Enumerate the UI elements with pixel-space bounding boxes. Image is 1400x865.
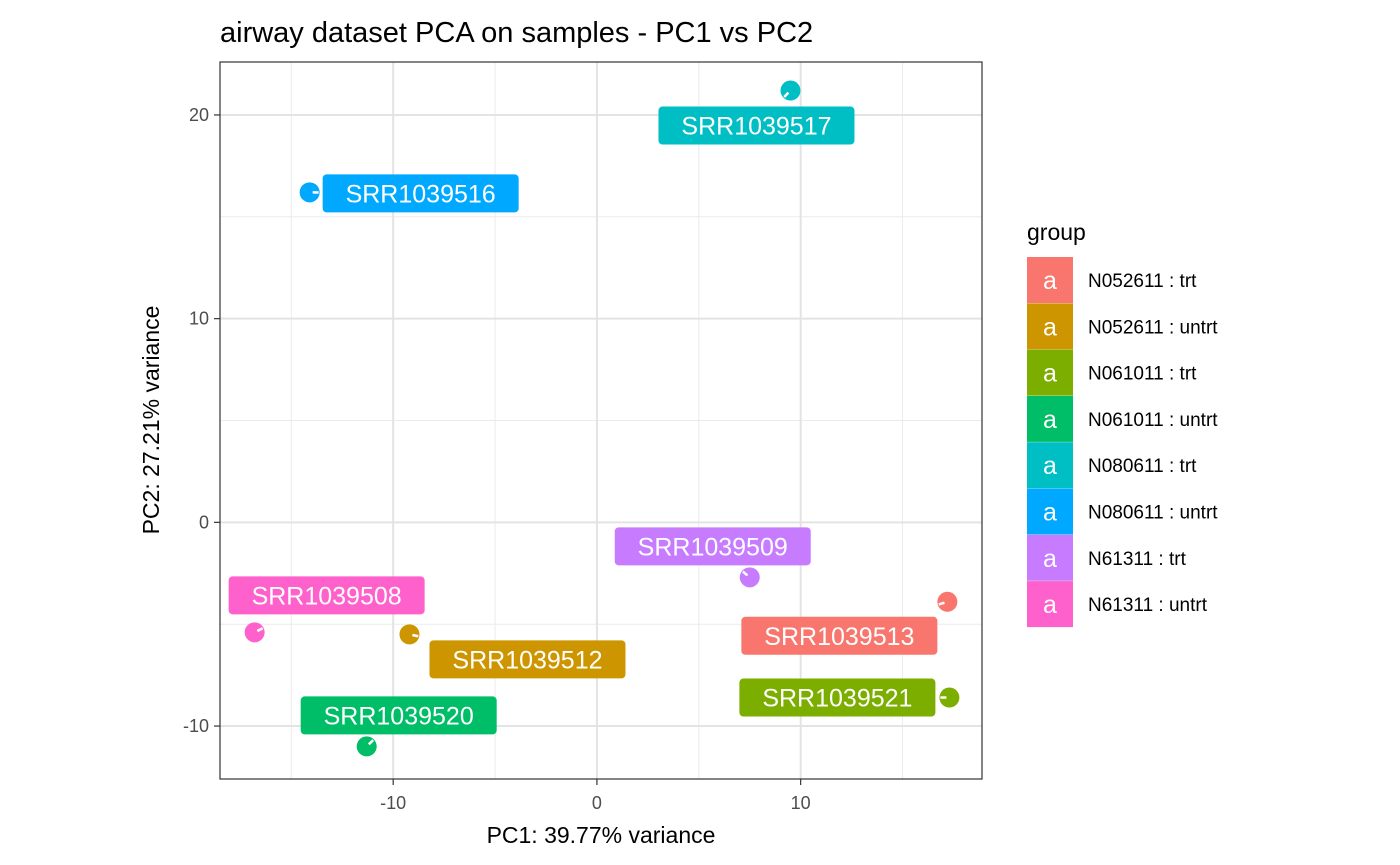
data-point-srr1039513: SRR1039513 — [741, 591, 958, 655]
legend-item: a N080611 : untrt — [1027, 488, 1218, 535]
legend-title: group — [1027, 219, 1086, 245]
legend-label: N61311 : trt — [1088, 549, 1187, 570]
legend-label: N080611 : untrt — [1088, 503, 1218, 524]
point-label-box — [614, 527, 811, 566]
legend-item: a N61311 : trt — [1027, 534, 1187, 581]
data-point-srr1039509: SRR1039509 — [614, 527, 811, 588]
legend-label: N61311 : untrt — [1088, 595, 1208, 616]
label-connector — [412, 633, 419, 638]
legend-key — [1027, 349, 1073, 396]
legend-key-glyph: a — [1043, 313, 1057, 341]
legend-item: a N052611 : untrt — [1027, 303, 1218, 350]
y-tick-label: 20 — [189, 105, 209, 125]
x-tick-label: 0 — [592, 793, 602, 813]
point-label: SRR1039520 — [324, 702, 474, 730]
point-label: SRR1039521 — [762, 685, 912, 713]
legend-key — [1027, 442, 1073, 489]
legend-key — [1027, 395, 1073, 442]
legend-items: a N052611 : trt a N052611 : untrt a N061011 :… — [1027, 257, 1218, 628]
x-axis: -10 0 10 — [380, 779, 811, 813]
plot-panel-border — [219, 61, 983, 780]
legend-key-glyph: a — [1043, 360, 1057, 388]
point-label-box — [739, 678, 936, 717]
legend-key-glyph: a — [1043, 591, 1057, 619]
data-point-srr1039520: SRR1039520 — [300, 696, 497, 757]
y-tick-label: 0 — [199, 512, 209, 532]
x-tick-label: 10 — [791, 793, 811, 813]
y-tick-label: 10 — [189, 309, 209, 329]
point-label: SRR1039517 — [681, 113, 831, 141]
legend-key-glyph: a — [1043, 406, 1057, 434]
point-label-box — [228, 576, 425, 615]
point-label: SRR1039512 — [452, 646, 602, 674]
point-marker — [739, 567, 760, 588]
legend-label: N052611 : untrt — [1088, 317, 1218, 338]
legend-key — [1027, 581, 1073, 628]
legend-key — [1027, 534, 1073, 581]
legend-key-glyph: a — [1043, 499, 1057, 527]
data-points: SRR1039508 SRR1039509 SRR1039512 SRR1039513… — [228, 80, 960, 757]
legend-item: a N061011 : trt — [1027, 349, 1197, 396]
legend-item: a N061011 : untrt — [1027, 395, 1218, 442]
y-tick-label: -10 — [183, 716, 209, 736]
y-axis: -10 0 10 20 — [183, 105, 220, 736]
point-marker — [244, 622, 265, 643]
x-tick-label: -10 — [380, 793, 406, 813]
point-label: SRR1039509 — [638, 533, 788, 561]
legend: group a N052611 : trt a N052611 : untrt a N06… — [1027, 219, 1218, 628]
legend-key — [1027, 303, 1073, 350]
chart-title: airway dataset PCA on samples - PC1 vs P… — [220, 17, 813, 49]
point-marker — [299, 182, 320, 203]
data-point-srr1039521: SRR1039521 — [739, 678, 960, 717]
data-point-srr1039508: SRR1039508 — [228, 576, 425, 643]
point-label-box — [429, 640, 626, 679]
point-marker — [937, 591, 958, 612]
point-label-box — [300, 696, 497, 735]
data-point-srr1039517: SRR1039517 — [658, 80, 855, 145]
label-connector — [742, 570, 749, 577]
data-point-srr1039512: SRR1039512 — [399, 624, 626, 679]
point-label-box — [741, 616, 938, 655]
point-marker — [939, 687, 960, 708]
point-marker — [399, 624, 420, 645]
label-connector — [938, 601, 945, 606]
point-marker — [356, 736, 377, 757]
legend-label: N080611 : trt — [1088, 456, 1197, 477]
point-label-box — [322, 174, 519, 213]
point-marker — [780, 80, 801, 101]
x-axis-label: PC1: 39.77% variance — [487, 822, 716, 848]
point-label: SRR1039513 — [764, 623, 914, 651]
label-connector — [783, 91, 790, 98]
point-label: SRR1039508 — [252, 582, 402, 610]
legend-label: N061011 : trt — [1088, 364, 1197, 385]
legend-key — [1027, 257, 1073, 303]
legend-item: a N61311 : untrt — [1027, 581, 1208, 628]
point-label: SRR1039516 — [346, 180, 496, 208]
legend-key — [1027, 488, 1073, 535]
legend-label: N061011 : untrt — [1088, 410, 1218, 431]
legend-key-glyph: a — [1043, 267, 1057, 295]
legend-item: a N080611 : trt — [1027, 442, 1197, 489]
label-connector — [256, 627, 264, 633]
label-connector — [367, 739, 375, 746]
data-point-srr1039516: SRR1039516 — [299, 174, 519, 213]
y-axis-label: PC2: 27.21% variance — [138, 306, 164, 535]
legend-key-glyph: a — [1043, 452, 1057, 480]
legend-key-glyph: a — [1043, 545, 1057, 573]
legend-item: a N052611 : trt — [1027, 257, 1197, 303]
legend-label: N052611 : trt — [1088, 271, 1197, 292]
point-label-box — [658, 106, 855, 145]
